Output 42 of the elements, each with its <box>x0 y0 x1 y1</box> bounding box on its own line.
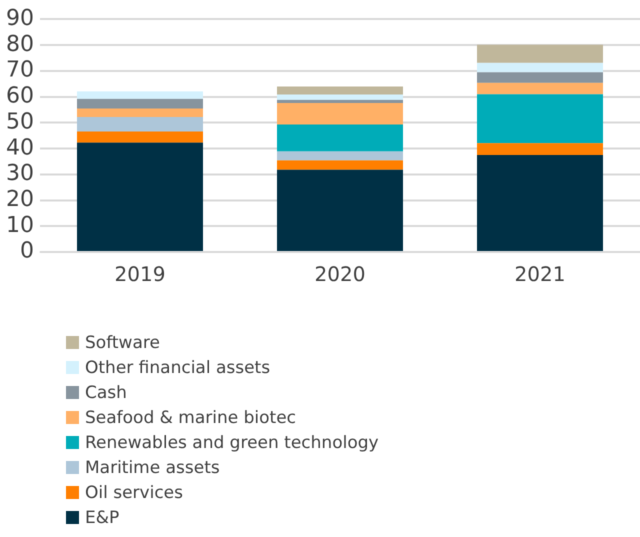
bar <box>276 100 403 104</box>
bar <box>477 155 603 251</box>
bar <box>477 82 603 94</box>
bar <box>477 44 603 63</box>
bar <box>276 160 403 170</box>
bar <box>477 143 603 155</box>
bar <box>76 91 203 99</box>
y-tick-label: 40 <box>6 135 34 160</box>
legend-label: Seafood & marine biotec <box>85 408 296 428</box>
legend-label: Cash <box>85 382 127 402</box>
x-tick-label: 2019 <box>114 262 166 286</box>
bar <box>276 103 403 124</box>
legend-label: Software <box>85 332 160 352</box>
y-tick-label: 0 <box>20 238 34 264</box>
x-tick-label: 2020 <box>314 262 366 286</box>
legend-label: Other financial assets <box>85 358 270 378</box>
bar <box>76 116 203 132</box>
bar <box>76 131 203 143</box>
bar <box>276 151 403 160</box>
bar <box>76 142 203 251</box>
legend-label: Oil services <box>85 482 183 502</box>
bar <box>76 108 203 117</box>
y-tick-label: 90 <box>6 6 34 31</box>
bar <box>276 94 403 100</box>
bar <box>477 62 603 72</box>
bar <box>276 170 403 251</box>
y-tick-label: 30 <box>6 161 34 186</box>
bar <box>477 72 603 83</box>
legend-label: Renewables and green technology <box>85 432 379 452</box>
y-tick-label: 10 <box>6 212 34 238</box>
y-tick-label: 70 <box>6 58 34 83</box>
x-tick-label: 2021 <box>514 262 566 286</box>
bar <box>276 86 403 94</box>
y-tick-label: 50 <box>6 109 34 134</box>
bar <box>76 98 203 108</box>
bar <box>477 94 603 144</box>
legend-label: E&P <box>85 508 120 528</box>
bar <box>276 124 403 152</box>
y-tick-label: 20 <box>6 186 34 212</box>
y-tick-label: 80 <box>6 32 34 57</box>
y-tick-label: 60 <box>6 84 34 109</box>
legend-label: Maritime assets <box>85 458 220 478</box>
